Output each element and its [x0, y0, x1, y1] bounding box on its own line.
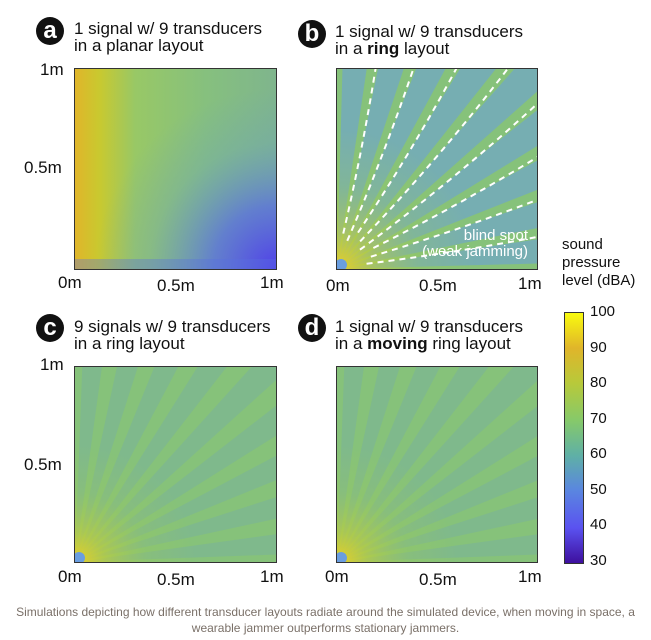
- colorbar: [564, 312, 584, 564]
- heatmap-panel-d: [336, 366, 538, 563]
- panel-b-badge: b: [298, 20, 326, 48]
- cb-title-2: pressure: [562, 254, 621, 271]
- x-tick-05m-d: 0.5m: [419, 570, 457, 589]
- title-line2-post: planar layout: [106, 36, 204, 55]
- panel-a-title: 1 signal w/ 9 transducers in a planar lay…: [74, 20, 262, 54]
- panel-c-title: 9 signals w/ 9 transducers in a ring layo…: [74, 318, 271, 352]
- heatmap-panel-a: [74, 68, 277, 270]
- colorbar-tick-label: 100: [590, 303, 616, 320]
- device-origin: [337, 259, 347, 269]
- title-line1: 9 signals w/ 9 transducers: [74, 317, 271, 336]
- x-tick-1m-c: 1m: [260, 567, 284, 586]
- title-line2: in a ring layout: [74, 334, 185, 353]
- title-bold: ring: [367, 39, 400, 58]
- y-tick-1m-c: 1m: [40, 355, 64, 374]
- blind-spot-boundary-line: [359, 69, 509, 243]
- x-tick-05m-b: 0.5m: [419, 276, 457, 295]
- colorbar-tick-label: 30: [590, 551, 607, 569]
- annotation-line1: blind spot: [463, 227, 528, 244]
- x-tick-05m-c: 0.5m: [157, 570, 195, 589]
- colorbar-tick-label: 50: [590, 480, 607, 498]
- heatmap-panel-c: [74, 366, 277, 563]
- device-origin: [337, 552, 347, 562]
- y-tick-05m-c: 0.5m: [24, 455, 62, 474]
- x-tick-05m-a: 0.5m: [157, 276, 195, 295]
- panel-d-title: 1 signal w/ 9 transducers in a moving rin…: [335, 318, 523, 352]
- low-level-region: [75, 69, 276, 269]
- blind-spot-boundary-line: [359, 102, 537, 251]
- high-level-source-region: [75, 367, 276, 562]
- x-tick-1m-d: 1m: [518, 567, 542, 586]
- colorbar-title: sound pressure level (dBA): [562, 236, 635, 290]
- blind-spot-boundary-line: [370, 198, 537, 258]
- title-line2-post: layout: [399, 39, 450, 58]
- panel-c-badge: c: [36, 314, 64, 342]
- x-tick-1m-b: 1m: [518, 274, 542, 293]
- colorbar-tick-label: 80: [590, 374, 607, 391]
- colorbar-tick-label: 90: [590, 338, 607, 356]
- title-line1: 1 signal w/ 9 transducers: [335, 22, 524, 41]
- panel-a-badge: a: [36, 17, 64, 45]
- high-level-source-region: [337, 367, 537, 562]
- colorbar-tick-label: 40: [590, 516, 607, 533]
- y-tick-1m-a: 1m: [40, 60, 64, 79]
- x-tick-0m-b: 0m: [326, 276, 350, 295]
- colorbar-tick-label: 60: [590, 445, 607, 462]
- x-tick-0m-c: 0m: [58, 567, 82, 586]
- cb-title-3: level (dBA): [562, 272, 636, 289]
- title-line2: in a: [335, 39, 368, 58]
- y-tick-05m-a: 0.5m: [24, 158, 62, 177]
- figure-caption: Simulations depicting how different tran…: [16, 605, 635, 635]
- title-line2: in a: [74, 36, 107, 55]
- x-tick-0m-a: 0m: [58, 273, 82, 292]
- colorbar-tick-label: 70: [590, 409, 607, 427]
- cb-title-1: sound: [562, 236, 603, 253]
- blind-spot-annotation: blind spot (weak jamming): [390, 228, 528, 260]
- annotation-line2: (weak jamming): [422, 243, 528, 260]
- x-tick-0m-d: 0m: [325, 567, 349, 586]
- blind-spot-boundary-line: [372, 156, 537, 249]
- panel-d-badge: d: [298, 314, 326, 342]
- blind-spot-boundary-line: [346, 69, 415, 242]
- x-tick-1m-a: 1m: [260, 273, 284, 292]
- title-line2: in a: [335, 334, 368, 353]
- title-bold: moving: [367, 334, 428, 353]
- bottom-edge-band: [75, 259, 276, 269]
- title-line2-post: ring layout: [427, 334, 511, 353]
- title-line1: 1 signal w/ 9 transducers: [74, 19, 263, 38]
- title-line1: 1 signal w/ 9 transducers: [335, 317, 524, 336]
- heatmap-panel-b: [336, 68, 538, 270]
- panel-b-title: 1 signal w/ 9 transducers in a ring layou…: [335, 23, 523, 57]
- blind-spot-boundary-line: [366, 235, 537, 265]
- device-origin: [75, 552, 85, 562]
